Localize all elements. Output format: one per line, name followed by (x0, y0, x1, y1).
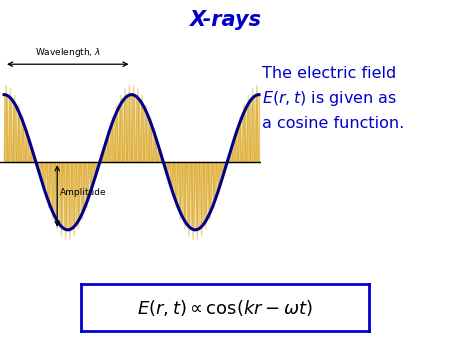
Polygon shape (42, 162, 46, 194)
Polygon shape (59, 162, 63, 236)
Polygon shape (242, 104, 246, 162)
Polygon shape (17, 104, 21, 162)
Polygon shape (38, 162, 42, 178)
Polygon shape (102, 146, 106, 162)
Polygon shape (93, 162, 98, 178)
Polygon shape (4, 85, 8, 162)
Polygon shape (119, 95, 123, 162)
Polygon shape (136, 88, 140, 162)
Polygon shape (212, 162, 216, 208)
Polygon shape (21, 117, 25, 162)
Polygon shape (123, 88, 127, 162)
Polygon shape (140, 95, 144, 162)
Polygon shape (148, 117, 153, 162)
Polygon shape (55, 162, 59, 230)
Polygon shape (166, 162, 170, 178)
Polygon shape (68, 162, 72, 240)
Polygon shape (221, 162, 225, 178)
Polygon shape (144, 104, 149, 162)
Polygon shape (30, 146, 34, 162)
Polygon shape (63, 162, 68, 240)
Polygon shape (153, 130, 157, 162)
Polygon shape (72, 162, 76, 236)
Polygon shape (114, 104, 119, 162)
Polygon shape (208, 162, 212, 220)
Polygon shape (46, 162, 51, 208)
Polygon shape (127, 85, 131, 162)
Polygon shape (216, 162, 221, 194)
Polygon shape (246, 95, 251, 162)
Polygon shape (195, 162, 199, 240)
Polygon shape (106, 130, 110, 162)
Polygon shape (229, 146, 234, 162)
Polygon shape (51, 162, 55, 220)
Polygon shape (204, 162, 208, 230)
Polygon shape (76, 162, 81, 230)
Polygon shape (174, 162, 178, 208)
Polygon shape (187, 162, 191, 236)
Polygon shape (81, 162, 85, 220)
Polygon shape (238, 117, 242, 162)
Text: Amplitude: Amplitude (60, 188, 107, 197)
Text: The electric field
$E(r,t)$ is given as
a cosine function.: The electric field $E(r,t)$ is given as … (262, 66, 404, 130)
Polygon shape (199, 162, 204, 236)
Polygon shape (251, 88, 255, 162)
Polygon shape (234, 130, 238, 162)
Text: $E(r,t) \propto \cos(kr - \omega t)$: $E(r,t) \propto \cos(kr - \omega t)$ (137, 297, 313, 318)
Polygon shape (13, 95, 17, 162)
Polygon shape (131, 85, 136, 162)
Polygon shape (25, 130, 30, 162)
Polygon shape (178, 162, 183, 220)
Polygon shape (183, 162, 187, 230)
Polygon shape (89, 162, 93, 194)
Text: Wavelength, $\lambda$: Wavelength, $\lambda$ (35, 46, 101, 59)
Polygon shape (85, 162, 89, 208)
Polygon shape (191, 162, 195, 240)
Text: X-rays: X-rays (189, 10, 261, 30)
Polygon shape (170, 162, 174, 194)
Polygon shape (255, 85, 259, 162)
Polygon shape (157, 146, 161, 162)
Polygon shape (110, 117, 114, 162)
Polygon shape (8, 88, 13, 162)
